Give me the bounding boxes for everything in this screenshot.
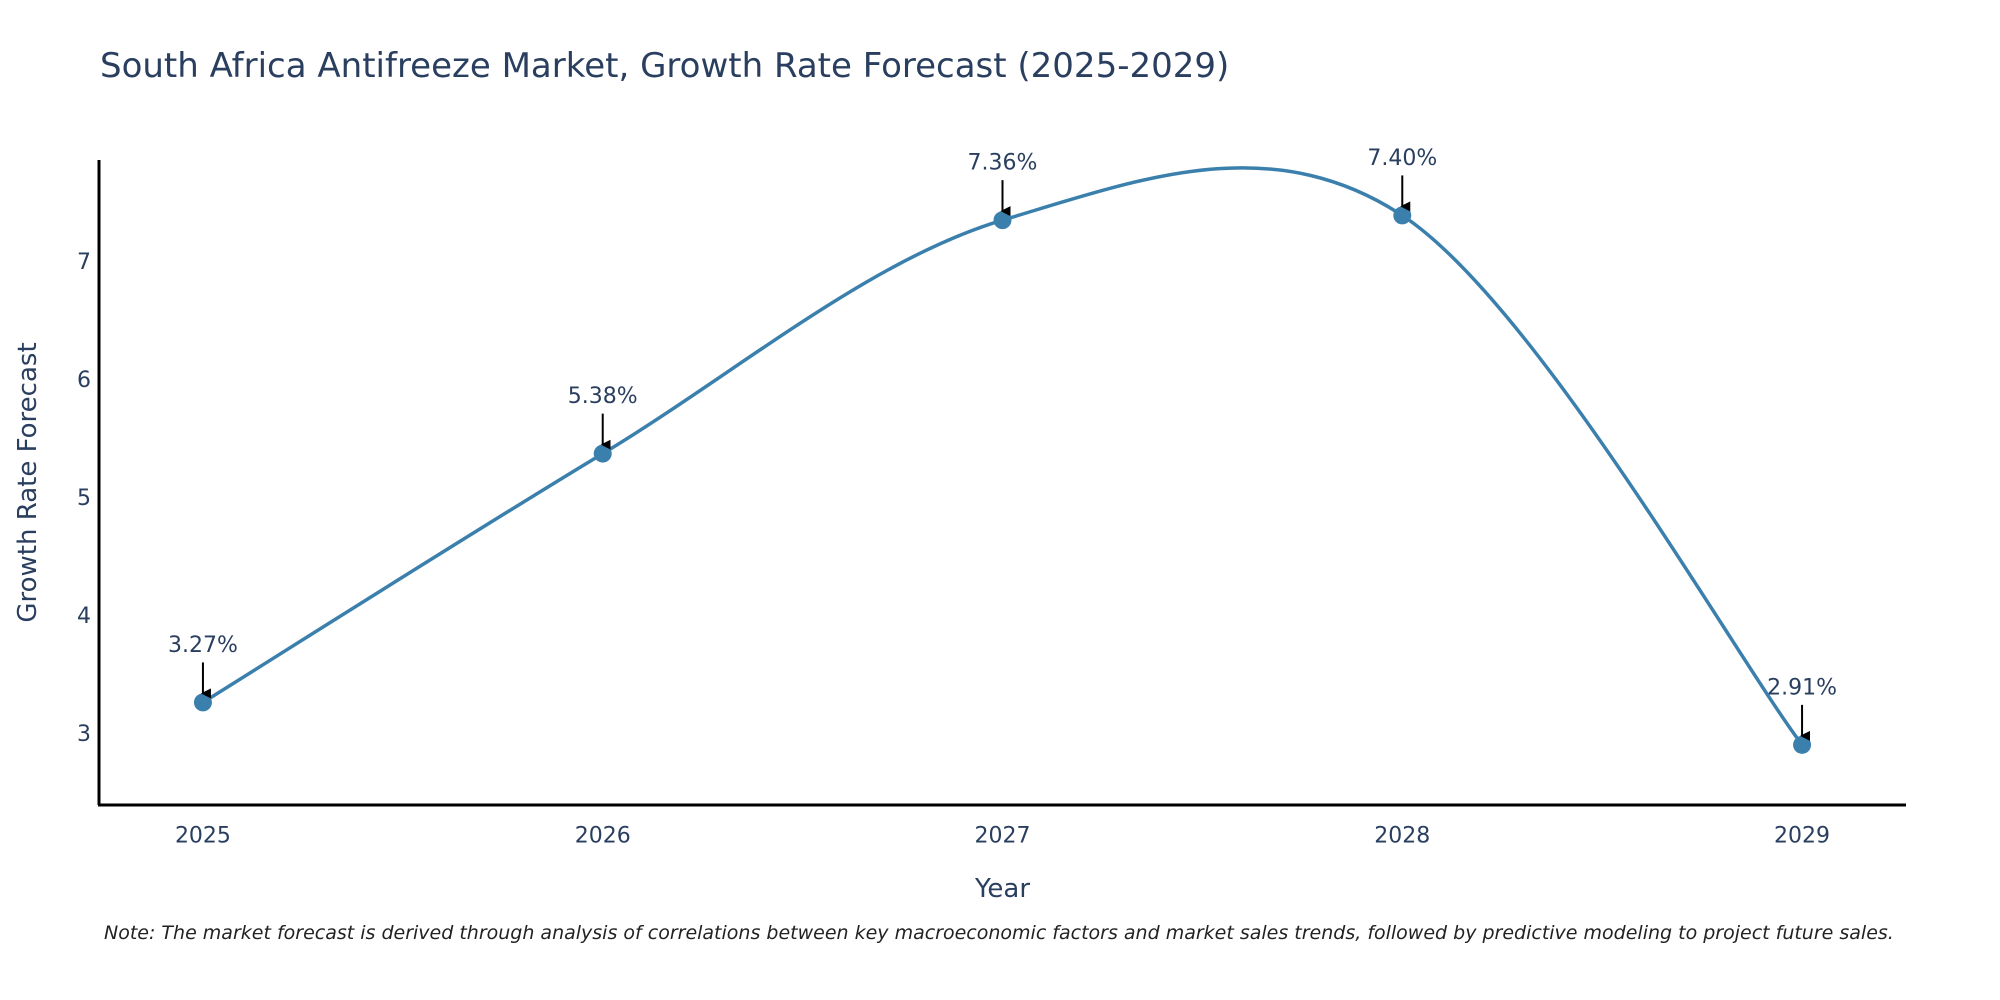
- chart-title: South Africa Antifreeze Market, Growth R…: [100, 46, 1230, 86]
- x-tick-label: 2025: [175, 824, 231, 849]
- y-tick-label: 7: [77, 250, 91, 275]
- y-tick-label: 4: [77, 604, 91, 629]
- data-label: 5.38%: [568, 384, 638, 409]
- series-line-layer: [202, 166, 1804, 746]
- x-tick-label: 2028: [1374, 824, 1430, 849]
- data-point[interactable]: [1793, 735, 1812, 754]
- x-tick-label: 2026: [575, 824, 631, 849]
- y-tick-label: 5: [77, 486, 91, 511]
- data-label: 7.40%: [1367, 146, 1437, 171]
- x-tick-label: 2027: [975, 824, 1031, 849]
- data-point[interactable]: [593, 444, 612, 463]
- series-line: [202, 166, 1804, 746]
- data-label: 3.27%: [168, 633, 238, 658]
- data-point[interactable]: [993, 211, 1012, 230]
- y-tick-label: 3: [77, 722, 91, 747]
- footnote: Note: The market forecast is derived thr…: [104, 922, 1894, 944]
- data-label: 2.91%: [1767, 675, 1837, 700]
- markers-layer: [193, 206, 1812, 754]
- annotations-layer: 3.27% 5.38% 7.36% 7.40% 2.91%: [168, 146, 1837, 741]
- y-tick-label: 6: [77, 368, 91, 393]
- x-axis-title: Year: [974, 874, 1030, 904]
- x-tick-label: 2029: [1774, 824, 1830, 849]
- data-point[interactable]: [193, 693, 212, 712]
- data-label: 7.36%: [968, 151, 1038, 176]
- data-point[interactable]: [1393, 206, 1412, 225]
- axes: 3 4 5 6 7 2025 2026 2027 2028 2029 Year Growth Rate…: [13, 160, 1906, 904]
- y-axis-title: Growth Rate Forecast: [13, 342, 43, 622]
